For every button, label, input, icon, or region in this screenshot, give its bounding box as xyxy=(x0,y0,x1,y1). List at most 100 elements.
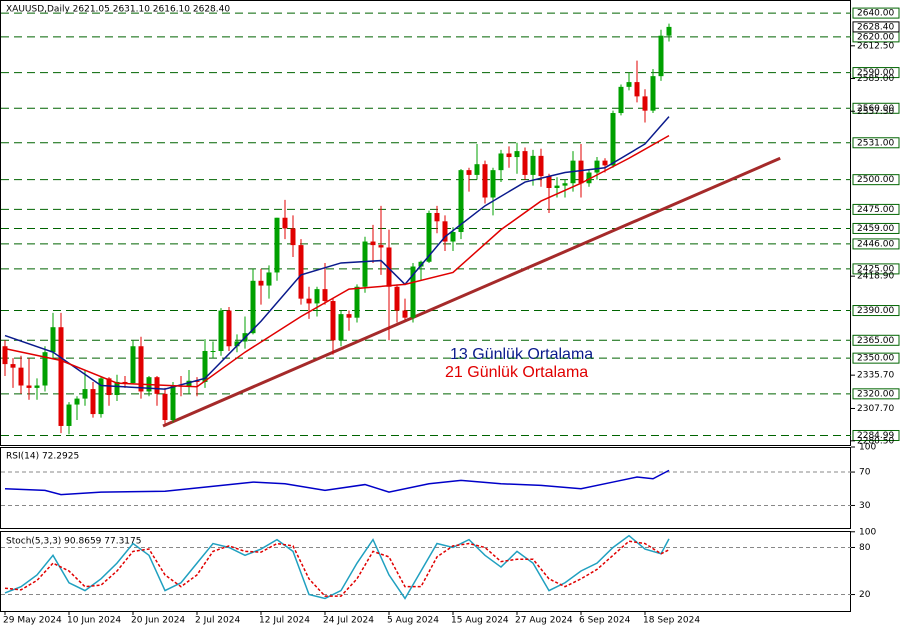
stoch-panel xyxy=(0,531,851,612)
candle-body xyxy=(378,245,384,248)
candle-body xyxy=(362,241,368,287)
candle-body xyxy=(498,153,504,171)
level-label: 2531.00 xyxy=(857,138,894,148)
current-price-box xyxy=(852,21,900,33)
indicator-line xyxy=(4,534,670,600)
candle-body xyxy=(74,398,80,405)
candle-body xyxy=(98,378,104,415)
candle-body xyxy=(538,155,544,177)
candle-body xyxy=(258,280,264,286)
indicator-line xyxy=(4,540,670,597)
level-label: 2475.00 xyxy=(857,205,894,215)
trendline xyxy=(162,156,781,428)
level-label: 2459.00 xyxy=(857,224,894,234)
candle-body xyxy=(50,327,56,353)
level-label: 2320.00 xyxy=(857,389,894,399)
candle-body xyxy=(474,164,480,175)
candle-body xyxy=(210,351,216,353)
level-box xyxy=(852,334,900,346)
candle-body xyxy=(418,261,424,267)
candle-body xyxy=(354,286,360,318)
y-tick-label: 2418.90 xyxy=(857,272,894,282)
candle-body xyxy=(322,289,328,302)
candle-body xyxy=(82,389,88,399)
current-price-label: 2628.40 xyxy=(857,22,894,32)
level-box xyxy=(852,102,900,114)
candle-body xyxy=(634,82,640,97)
y-tick-label: 30 xyxy=(859,501,871,511)
level-label: 2284.99 xyxy=(857,431,894,441)
level-box xyxy=(852,352,900,364)
candle-body xyxy=(306,298,312,304)
level-label: 2390.00 xyxy=(857,306,894,316)
candle-body xyxy=(530,155,536,175)
candle-body xyxy=(234,341,240,347)
level-box xyxy=(852,137,900,149)
candle-body xyxy=(482,164,488,198)
candle-body xyxy=(642,96,648,111)
candle-body xyxy=(162,393,168,421)
candle-body xyxy=(506,153,512,158)
level-label: 2560.00 xyxy=(857,104,894,114)
candle-body xyxy=(10,364,16,368)
x-tick-label: 12 Jul 2024 xyxy=(259,616,310,626)
candle-body xyxy=(250,280,256,334)
y-tick-label: 2280.50 xyxy=(857,436,894,446)
candle-body xyxy=(610,113,616,166)
level-box xyxy=(852,238,900,250)
candle-body xyxy=(266,272,272,286)
stoch-title: Stoch(5,3,3) 90.8659 77.3175 xyxy=(6,537,141,547)
x-tick-label: 10 Jun 2024 xyxy=(67,616,121,626)
candle-body xyxy=(562,183,568,186)
candle-body xyxy=(226,310,232,347)
candle-body xyxy=(330,301,336,341)
main-panel xyxy=(0,0,851,446)
y-tick-label: 20 xyxy=(859,590,871,600)
level-label: 2365.00 xyxy=(857,336,894,346)
candle-body xyxy=(450,232,456,242)
rsi-title: RSI(14) 72.2925 xyxy=(6,452,79,462)
level-label: 2425.00 xyxy=(857,264,894,274)
candle-body xyxy=(274,217,280,273)
level-box xyxy=(852,222,900,234)
candle-body xyxy=(586,172,592,184)
candle-body xyxy=(458,170,464,233)
candle-body xyxy=(434,212,440,222)
candle-body xyxy=(18,367,24,386)
candle-body xyxy=(218,310,224,352)
candle-body xyxy=(618,86,624,114)
candle-body xyxy=(370,241,376,246)
candle-body xyxy=(202,351,208,382)
candle-body xyxy=(290,228,296,246)
candle-body xyxy=(490,170,496,198)
indicator-line xyxy=(4,469,670,496)
rsi-panel xyxy=(0,447,851,529)
level-box xyxy=(852,305,900,317)
chart-title: XAUUSD,Daily 2621.05 2631.10 2616.10 262… xyxy=(6,5,230,15)
candle-body xyxy=(658,35,664,77)
candle-body xyxy=(314,289,320,304)
candle-body xyxy=(402,310,408,318)
level-box xyxy=(852,429,900,441)
candle-body xyxy=(666,26,672,36)
candle-body xyxy=(122,381,128,384)
x-tick-label: 24 Jul 2024 xyxy=(323,616,374,626)
candle-body xyxy=(426,212,432,262)
level-box xyxy=(852,263,900,275)
legend-ma13: 13 Günlük Ortalama xyxy=(450,346,593,363)
level-label: 2590.00 xyxy=(857,68,894,78)
candle-body xyxy=(578,160,584,184)
indicator-line xyxy=(4,134,670,388)
level-box xyxy=(852,7,900,19)
candle-body xyxy=(58,327,64,426)
candle-body xyxy=(90,389,96,415)
candle-body xyxy=(594,160,600,173)
level-label: 2640.00 xyxy=(857,9,894,19)
y-tick-label: 2612.50 xyxy=(857,41,894,51)
x-tick-label: 27 Aug 2024 xyxy=(515,616,573,626)
x-tick-label: 5 Aug 2024 xyxy=(387,616,439,626)
candle-body xyxy=(442,221,448,242)
x-tick-label: 29 May 2024 xyxy=(3,616,62,626)
